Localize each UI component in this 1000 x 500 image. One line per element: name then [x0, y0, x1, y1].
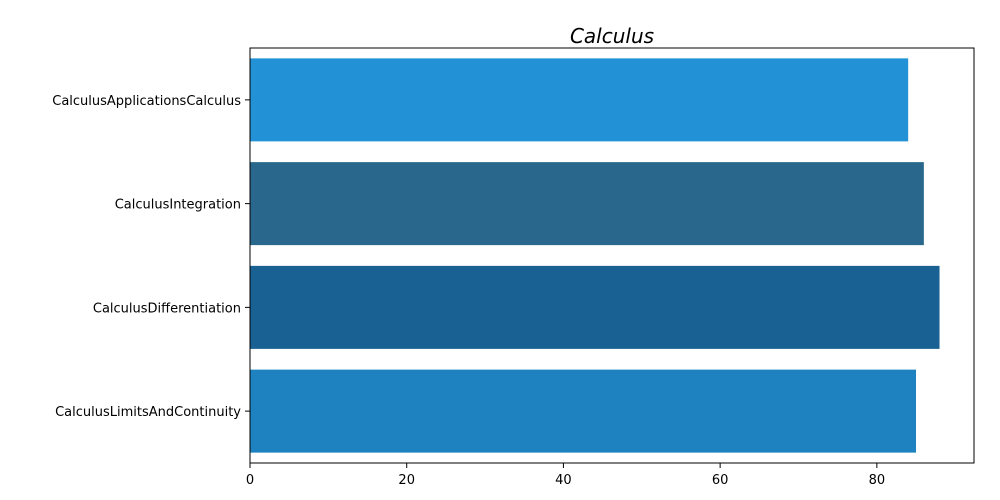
x-axis: 0 20 40 60 80 [246, 463, 885, 488]
x-tick-label-0: 0 [246, 473, 254, 488]
x-tick-label-1: 20 [398, 473, 415, 488]
x-tick-label-4: 80 [869, 473, 886, 488]
bars-group [250, 58, 940, 453]
bar-3 [250, 369, 917, 453]
bar-1 [250, 162, 924, 246]
plot-frame [249, 47, 975, 464]
bar-2 [250, 265, 940, 349]
bar-0 [250, 58, 909, 142]
x-tick-label-2: 40 [555, 473, 572, 488]
y-tick-label-1: CalculusIntegration [115, 198, 241, 213]
y-tick-labels: CalculusApplicationsCalculus CalculusInte… [52, 94, 250, 420]
y-tick-label-2: CalculusDifferentiation [93, 301, 241, 316]
x-tick-label-3: 60 [712, 473, 729, 488]
chart-title: Calculus [570, 24, 654, 48]
y-tick-label-3: CalculusLimitsAndContinuity [55, 405, 241, 420]
y-tick-label-0: CalculusApplicationsCalculus [52, 94, 241, 109]
